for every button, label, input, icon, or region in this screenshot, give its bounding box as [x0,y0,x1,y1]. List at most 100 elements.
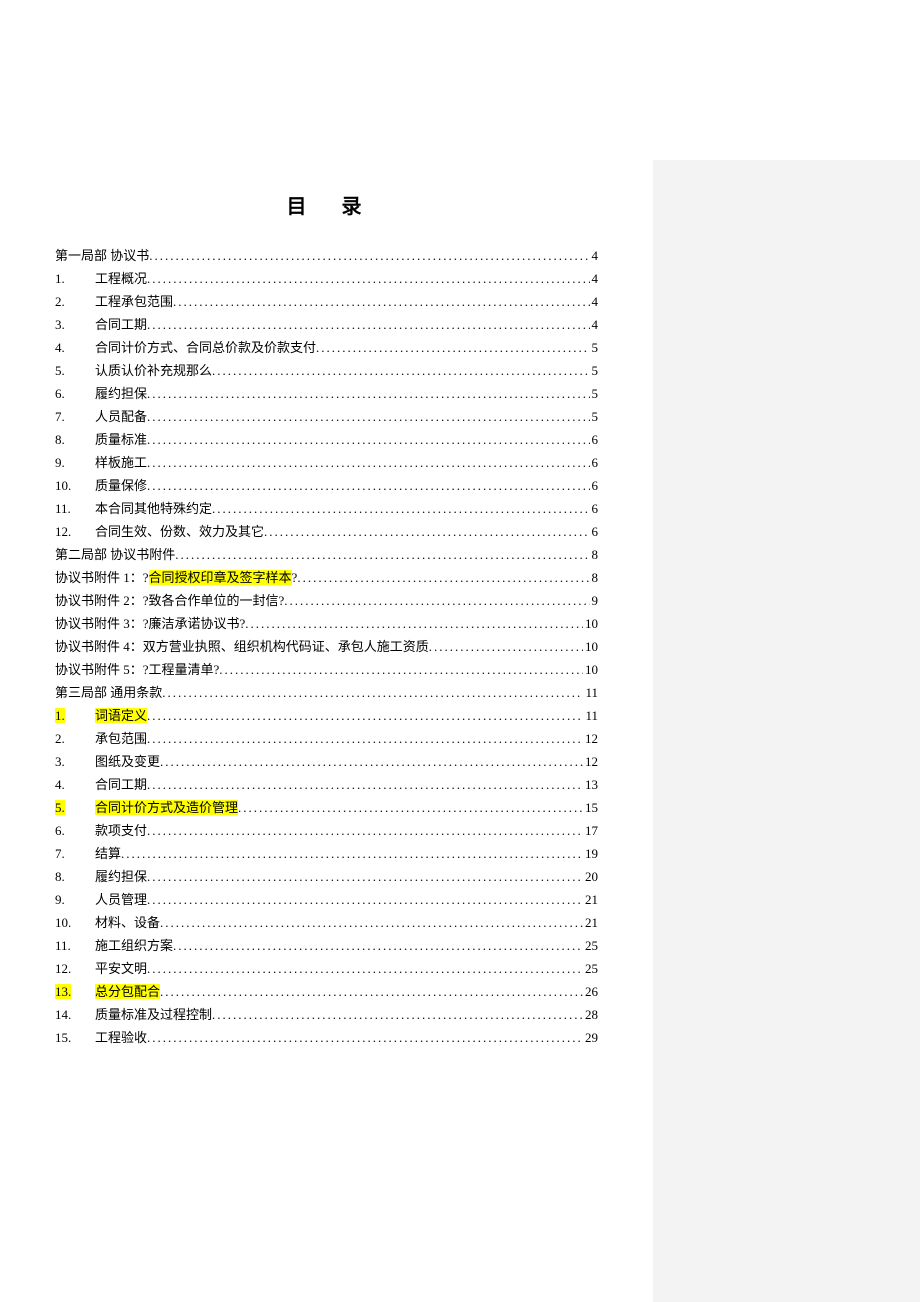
toc-entry-number: 5. [55,796,95,819]
toc-entry: 10.质量保修.................................… [55,474,598,497]
toc-entry: 5.认质认价补充规那么.............................… [55,359,598,382]
toc-entry-label: 合同计价方式及造价管理 [95,796,238,819]
toc-page-number: 11 [583,704,598,727]
toc-page-number: 9 [590,589,599,612]
toc-entry-label: 第二局部 协议书附件 [55,543,175,566]
toc-entry-number: 9. [55,888,95,911]
toc-entry-label: 人员管理 [95,888,147,911]
toc-entry-label: 图纸及变更 [95,750,160,773]
highlighted-text: 总分包配合 [95,984,160,999]
toc-entry: 第三局部 通用条款...............................… [55,681,598,704]
toc-entry-number: 4. [55,336,95,359]
toc-leader-dots: ........................................… [238,796,583,819]
toc-entry: 11.本合同其他特殊约定............................… [55,497,598,520]
toc-entry-number: 8. [55,428,95,451]
toc-entry-label: 款项支付 [95,819,147,842]
highlighted-text: 1. [55,708,65,723]
toc-entry-label: 工程承包范围 [95,290,173,313]
toc-entry: 1.词语定义..................................… [55,704,598,727]
toc-entry-label: 协议书附件 3：?廉洁承诺协议书? [55,612,245,635]
toc-leader-dots: ........................................… [160,750,583,773]
toc-entry-label: 合同计价方式、合同总价款及价款支付 [95,336,316,359]
toc-page-number: 10 [583,658,598,681]
toc-entry-label: 协议书附件 4：双方营业执照、组织机构代码证、承包人施工资质 [55,635,429,658]
toc-entry-label: 协议书附件 2：?致各合作单位的一封信? [55,589,284,612]
toc-page-number: 6 [590,428,599,451]
toc-entry-label: 质量标准 [95,428,147,451]
toc-entry-label: 施工组织方案 [95,934,173,957]
toc-entry: 3.图纸及变更.................................… [55,750,598,773]
toc-entry: 8.质量标准..................................… [55,428,598,451]
toc-leader-dots: ........................................… [149,244,589,267]
toc-entry-number: 1. [55,704,95,727]
toc-entry-number: 11. [55,497,95,520]
toc-page-number: 21 [583,911,598,934]
toc-entry-label: 词语定义 [95,704,147,727]
toc-leader-dots: ........................................… [212,497,589,520]
toc-leader-dots: ........................................… [147,819,583,842]
toc-leader-dots: ........................................… [297,566,589,589]
toc-entry-number: 9. [55,451,95,474]
highlighted-text: 合同计价方式及造价管理 [95,800,238,815]
toc-entry: 协议书附件 5：?工程量清单? ........................… [55,658,598,681]
toc-page-number: 25 [583,934,598,957]
toc-entry-label: 合同工期 [95,313,147,336]
toc-leader-dots: ........................................… [147,888,583,911]
toc-entry-label: 认质认价补充规那么 [95,359,212,382]
toc-entry-number: 5. [55,359,95,382]
toc-entry: 9.样板施工..................................… [55,451,598,474]
toc-entry-number: 12. [55,520,95,543]
toc-entry: 协议书附件 3：?廉洁承诺协议书? ......................… [55,612,598,635]
toc-entry-number: 1. [55,267,95,290]
toc-leader-dots: ........................................… [121,842,583,865]
toc-entry-label: 样板施工 [95,451,147,474]
toc-entry-label: 材料、设备 [95,911,160,934]
title-right: 录 [342,196,367,218]
document-page: 目 录 第一局部 协议书.............................… [0,0,653,1302]
toc-page-number: 8 [590,543,599,566]
highlighted-text: 合同授权印章及签字样本 [149,570,292,585]
toc-entry: 11.施工组织方案...............................… [55,934,598,957]
toc-leader-dots: ........................................… [160,911,583,934]
toc-leader-dots: ........................................… [284,589,589,612]
toc-leader-dots: ........................................… [147,451,589,474]
toc-entry-number: 3. [55,313,95,336]
toc-entry-number: 3. [55,750,95,773]
toc-leader-dots: ........................................… [175,543,589,566]
toc-entry-label: 承包范围 [95,727,147,750]
toc-entry-label: 工程概况 [95,267,147,290]
toc-page-number: 13 [583,773,598,796]
toc-entry: 协议书附件 4：双方营业执照、组织机构代码证、承包人施工资质..........… [55,635,598,658]
toc-leader-dots: ........................................… [162,681,583,704]
toc-leader-dots: ........................................… [147,405,589,428]
toc-leader-dots: ........................................… [147,727,583,750]
toc-page-number: 11 [583,681,598,704]
toc-page-number: 6 [590,497,599,520]
toc-page-number: 17 [583,819,598,842]
toc-leader-dots: ........................................… [429,635,583,658]
toc-page-number: 5 [590,336,599,359]
toc-leader-dots: ........................................… [212,359,589,382]
toc-leader-dots: ........................................… [160,980,583,1003]
toc-entry: 12.合同生效、份数、效力及其它........................… [55,520,598,543]
toc-page-number: 20 [583,865,598,888]
toc-page-number: 5 [590,382,599,405]
toc-entry-label: 平安文明 [95,957,147,980]
toc-entry-label: 合同生效、份数、效力及其它 [95,520,264,543]
toc-entry-label: 质量保修 [95,474,147,497]
toc-entry: 6.款项支付..................................… [55,819,598,842]
toc-entry-number: 12. [55,957,95,980]
toc-entry: 15.工程验收.................................… [55,1026,598,1049]
toc-entry-label: 协议书附件 5：?工程量清单? [55,658,219,681]
toc-page-number: 28 [583,1003,598,1026]
title-left: 目 [287,196,312,218]
toc-entry: 7.结算....................................… [55,842,598,865]
sidebar-blank [653,160,920,1302]
toc-entry: 8.履约担保..................................… [55,865,598,888]
toc-container: 第一局部 协议书................................… [55,244,598,1049]
toc-entry: 13. 总分包配合................................… [55,980,598,1003]
toc-entry-label: 本合同其他特殊约定 [95,497,212,520]
toc-entry-number: 10. [55,474,95,497]
toc-page-number: 26 [583,980,598,1003]
highlighted-text: 13. [55,984,71,999]
